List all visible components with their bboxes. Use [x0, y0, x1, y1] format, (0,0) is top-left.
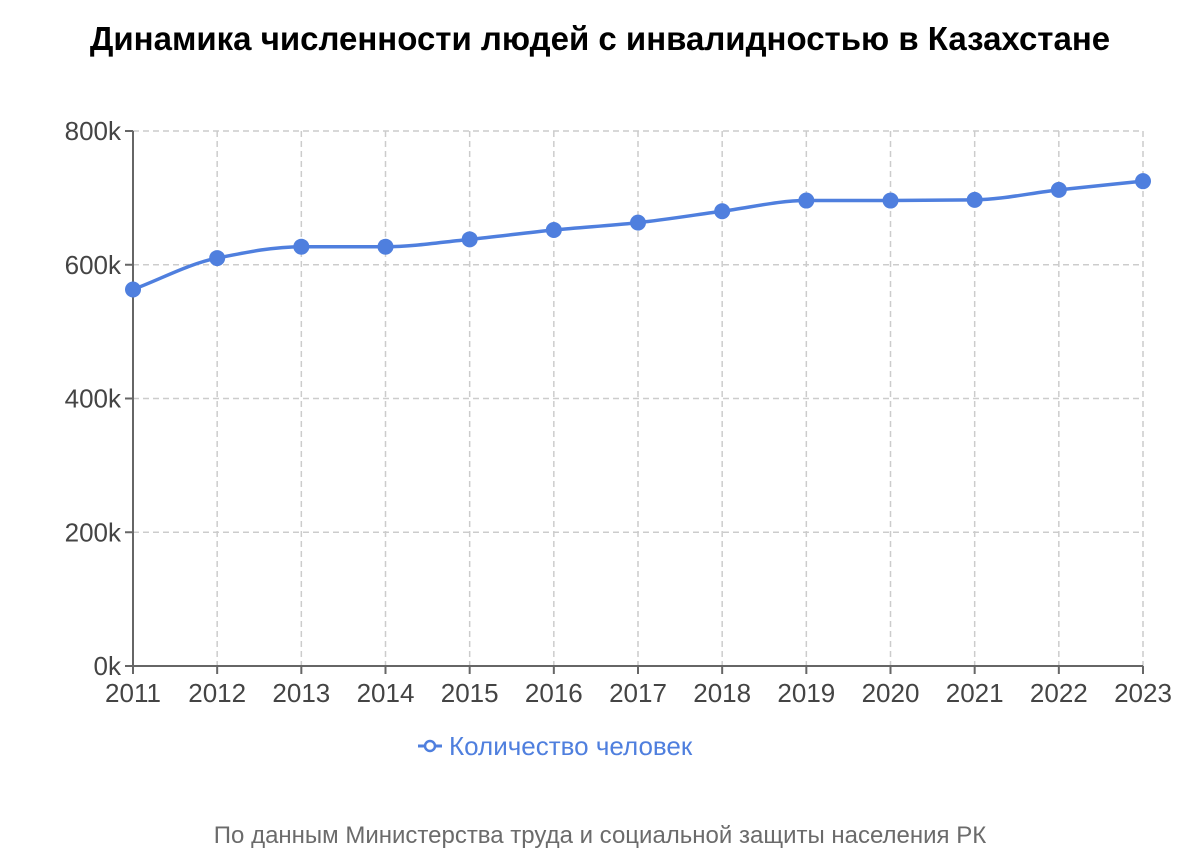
- x-tick-label: 2011: [105, 678, 161, 708]
- y-tick-label: 800k: [65, 116, 122, 146]
- data-point[interactable]: [377, 238, 394, 255]
- series-layer: [125, 173, 1151, 298]
- y-tick-labels: 0k 200k 400k 600k 800k: [65, 116, 122, 681]
- data-point[interactable]: [630, 214, 646, 231]
- data-point[interactable]: [798, 192, 815, 209]
- x-tick-label: 2023: [1114, 678, 1172, 708]
- grid: [133, 130, 1144, 666]
- legend-marker-icon: [423, 739, 437, 753]
- y-tick-label: 0k: [94, 651, 122, 681]
- data-point[interactable]: [1135, 173, 1151, 190]
- data-point[interactable]: [1050, 181, 1067, 198]
- x-tick-label: 2016: [525, 678, 583, 708]
- x-tick-label: 2019: [777, 678, 835, 708]
- data-point[interactable]: [209, 250, 226, 267]
- y-tick-label: 200k: [65, 517, 122, 547]
- x-tick-label: 2015: [441, 678, 499, 708]
- x-tick-label: 2012: [188, 678, 246, 708]
- chart-title: Динамика численности людей с инвалидност…: [89, 20, 1111, 57]
- x-tick-label: 2022: [1030, 678, 1088, 708]
- x-tick-label: 2013: [272, 678, 330, 708]
- axes: [125, 130, 1144, 674]
- source-note: По данным Министерства труда и социально…: [213, 822, 987, 849]
- data-point[interactable]: [882, 192, 899, 209]
- legend[interactable]: Количество человек: [418, 731, 693, 761]
- y-tick-label: 600k: [65, 250, 122, 280]
- data-point[interactable]: [461, 231, 478, 248]
- x-tick-label: 2018: [693, 678, 751, 708]
- x-tick-label: 2017: [609, 678, 667, 708]
- x-tick-label: 2014: [357, 678, 415, 708]
- legend-label[interactable]: Количество человек: [449, 731, 693, 761]
- data-point[interactable]: [714, 203, 731, 220]
- data-point[interactable]: [125, 281, 141, 298]
- data-point[interactable]: [293, 238, 310, 255]
- data-point[interactable]: [545, 221, 562, 238]
- x-tick-labels: 2011 2012 2013 2014 2015 2016 2017 2018 2019 2020…: [105, 678, 1172, 708]
- x-tick-label: 2021: [946, 678, 1004, 708]
- x-tick-label: 2020: [862, 678, 920, 708]
- data-point[interactable]: [966, 191, 983, 208]
- y-tick-label: 400k: [65, 384, 122, 414]
